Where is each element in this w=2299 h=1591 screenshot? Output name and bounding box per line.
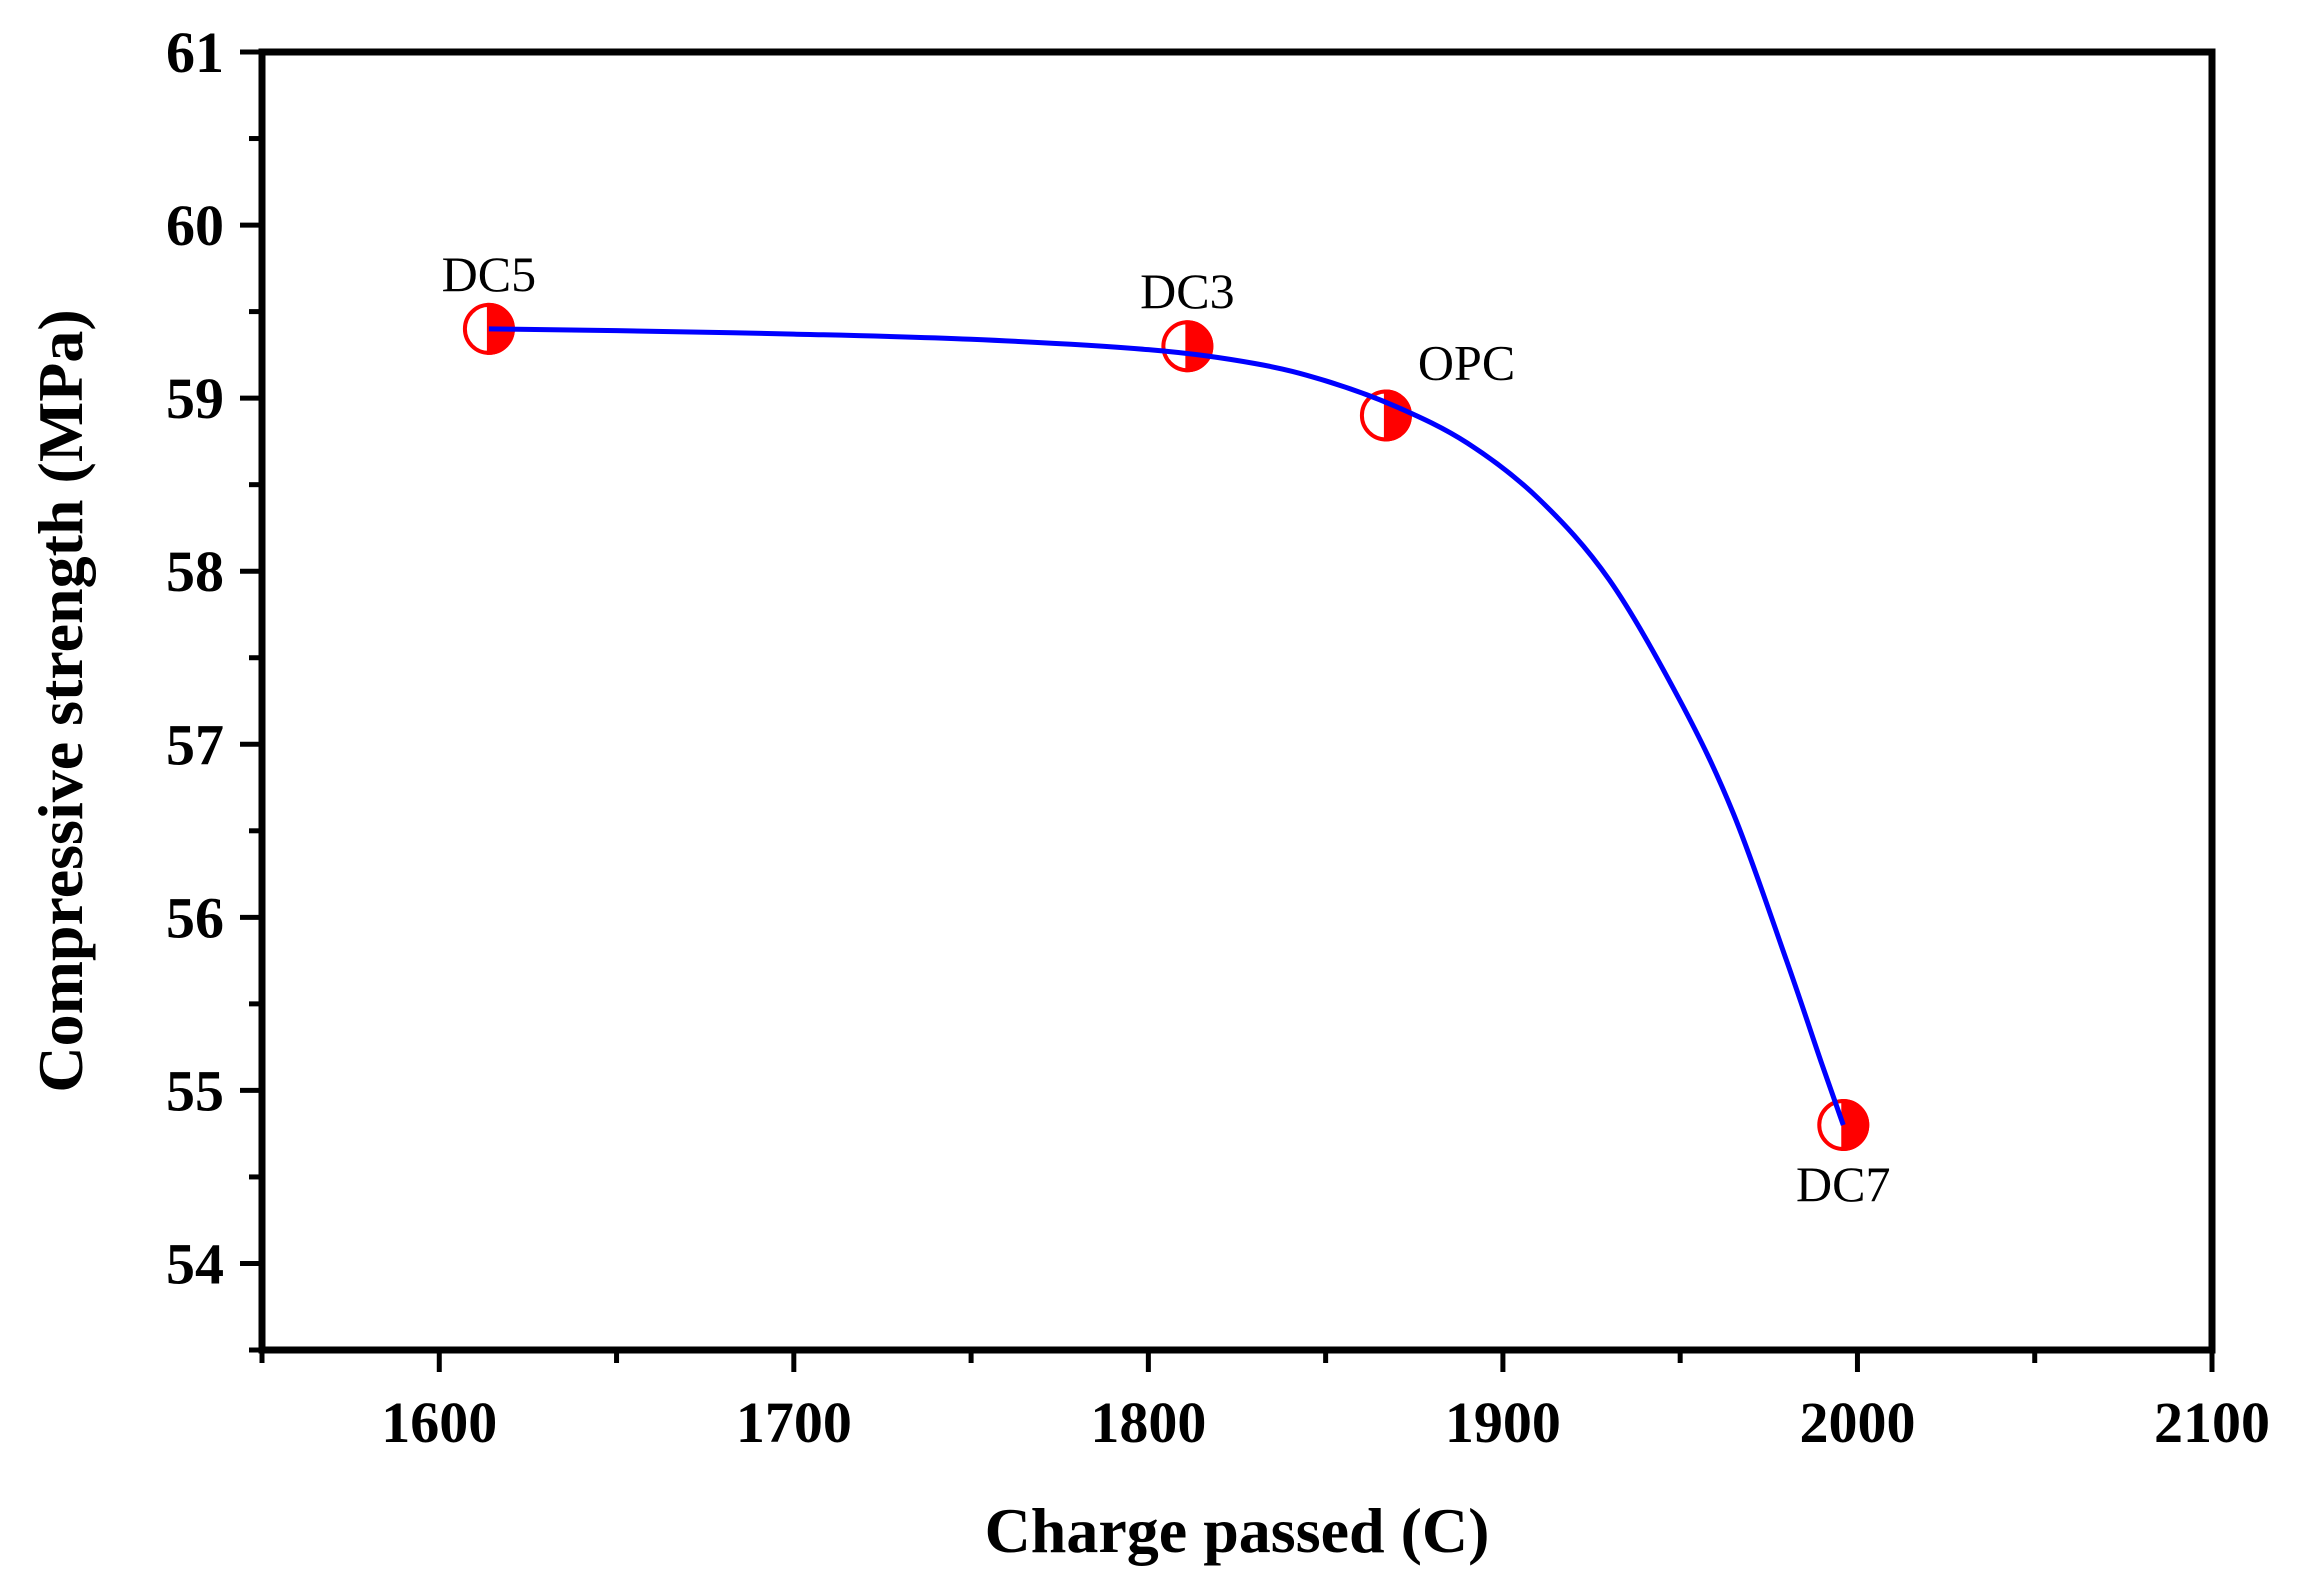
x-tick-label: 1700 xyxy=(736,1390,852,1455)
x-tick-label: 1900 xyxy=(1445,1390,1561,1455)
marker-half-fill xyxy=(1841,1099,1870,1152)
y-tick-label: 57 xyxy=(166,712,224,777)
x-axis-title: Charge passed (C) xyxy=(985,1495,1490,1566)
y-tick-label: 60 xyxy=(166,193,224,258)
y-tick-label: 56 xyxy=(166,885,224,950)
point-label-dc7: DC7 xyxy=(1796,1156,1890,1212)
y-tick-label: 59 xyxy=(166,366,224,431)
x-tick-labels: 1600 1700 1800 1900 2000 2100 xyxy=(381,1390,2270,1455)
y-tick-label: 61 xyxy=(166,20,224,85)
data-point-opc xyxy=(1359,389,1412,442)
data-points xyxy=(462,302,1870,1152)
x-tick-label: 2100 xyxy=(2154,1390,2270,1455)
point-label-dc3: DC3 xyxy=(1140,263,1234,319)
marker-half-fill xyxy=(1185,320,1214,373)
x-tick-label: 2000 xyxy=(1799,1390,1915,1455)
y-tick-label: 55 xyxy=(166,1058,224,1123)
y-tick-label: 54 xyxy=(166,1231,224,1296)
fit-curve-group xyxy=(488,326,1846,1126)
point-labels: DC5 DC3 OPC DC7 xyxy=(442,246,1891,1212)
marker-half-fill xyxy=(1383,389,1412,442)
y-tick-label: 58 xyxy=(166,539,224,604)
x-tick-label: 1600 xyxy=(381,1390,497,1455)
y-axis-title: Compressive strength (MPa) xyxy=(25,309,96,1092)
y-tick-labels: 54 55 56 57 58 59 60 61 xyxy=(166,20,224,1296)
point-label-dc5: DC5 xyxy=(442,246,536,302)
data-point-dc3 xyxy=(1161,320,1214,373)
plot-frame xyxy=(258,48,2216,1354)
point-label-opc: OPC xyxy=(1418,334,1515,390)
fit-curve xyxy=(488,326,1846,1126)
x-tick-label: 1800 xyxy=(1090,1390,1206,1455)
